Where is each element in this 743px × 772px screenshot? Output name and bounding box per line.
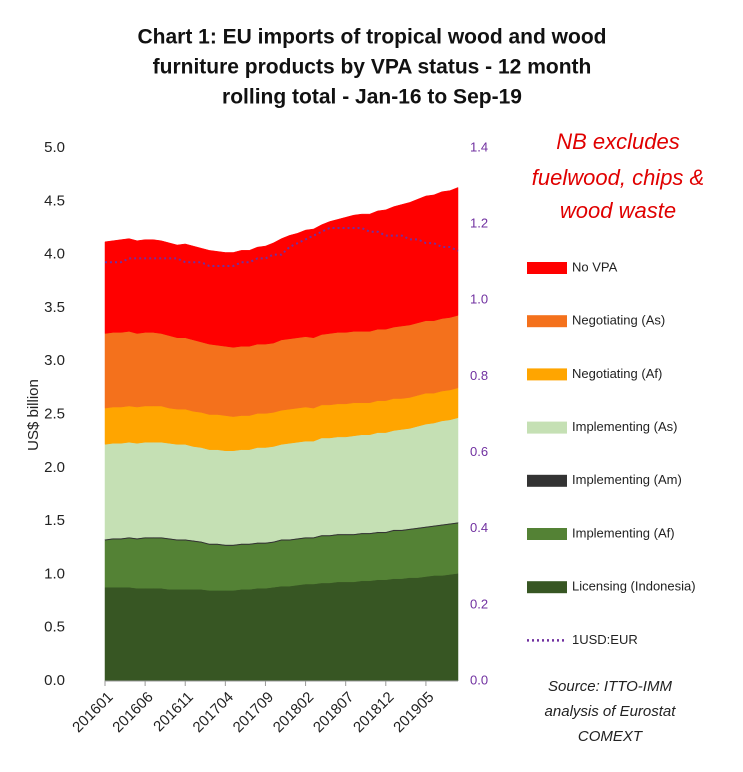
y2-tick-label: 0.8: [470, 368, 488, 383]
y2-tick-label: 0.0: [470, 672, 488, 687]
annotation: wood waste: [560, 198, 676, 223]
legend-swatch: [527, 368, 567, 381]
area: [104, 573, 459, 682]
y2-tick-label: 0.2: [470, 596, 488, 611]
legend-label: No VPA: [572, 259, 618, 274]
y-tick-label: 1.5: [44, 512, 65, 529]
y-tick-label: 5.0: [44, 139, 65, 156]
source: COMEXT: [578, 728, 644, 745]
source: analysis of Eurostat: [545, 703, 677, 720]
chart-title: rolling total - Jan-16 to Sep-19: [222, 86, 522, 109]
y-axis-label: US$ billion: [25, 379, 42, 451]
y-tick-label: 0.0: [44, 672, 65, 689]
y2-tick-label: 0.4: [470, 520, 488, 535]
chart-title: furniture products by VPA status - 12 mo…: [153, 56, 592, 79]
legend-label: Implementing (Am): [572, 472, 682, 487]
y2-tick-label: 1.0: [470, 292, 488, 307]
area: [104, 187, 459, 348]
y2-tick-label: 1.2: [470, 216, 488, 231]
legend-swatch: [527, 528, 567, 540]
chart-title: Chart 1: EU imports of tropical wood and…: [137, 26, 606, 49]
y-tick-label: 3.5: [44, 299, 65, 316]
y-tick-label: 1.0: [44, 565, 65, 582]
y2-tick-label: 1.4: [470, 139, 488, 154]
y-tick-label: 4.0: [44, 246, 65, 263]
y-tick-label: 2.5: [44, 405, 65, 422]
annotation: NB excludes: [556, 129, 680, 154]
legend-swatch: [527, 581, 567, 594]
legend-label: Implementing (Af): [572, 525, 675, 540]
y2-tick-label: 0.6: [470, 444, 488, 459]
legend-swatch: [527, 474, 567, 487]
y-tick-label: 0.5: [44, 619, 65, 636]
legend-swatch: [527, 315, 567, 328]
y-tick-label: 2.0: [44, 459, 65, 476]
y-tick-label: 3.0: [44, 352, 65, 369]
legend-swatch: [527, 421, 567, 434]
y-tick-label: 4.5: [44, 192, 65, 209]
source: Source: ITTO-IMM: [548, 678, 672, 695]
annotation: fuelwood, chips &: [532, 165, 704, 190]
legend-label: 1USD:EUR: [572, 632, 638, 647]
legend-swatch: [527, 262, 567, 274]
legend-label: Implementing (As): [572, 419, 677, 434]
fx-line: [105, 226, 459, 268]
legend-label: Licensing (Indonesia): [572, 579, 696, 594]
legend-label: Negotiating (Af): [572, 366, 662, 381]
legend-label: Negotiating (As): [572, 313, 665, 328]
